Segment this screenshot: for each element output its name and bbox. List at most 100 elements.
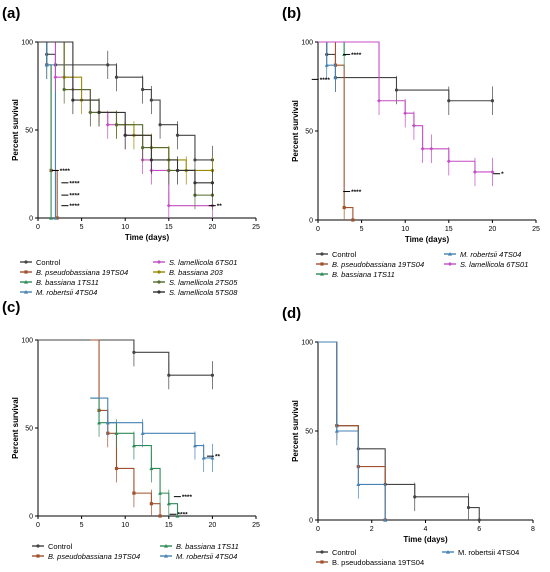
legend-marker: [164, 554, 168, 558]
panel-letter-c: (c): [2, 299, 20, 316]
significance-label: ****: [351, 52, 362, 59]
significance-label: ****: [178, 512, 189, 519]
legend-marker: [24, 270, 28, 274]
y-tick-label: 50: [305, 129, 313, 136]
x-tick-label: 15: [445, 226, 453, 233]
data-point: [411, 123, 416, 128]
legend-label: B. pseudobassiana 19TS04: [48, 552, 140, 561]
data-point: [413, 495, 417, 499]
legend-label: B. pseudobassiana 19TS04: [332, 260, 424, 269]
data-point: [105, 420, 110, 425]
data-point: [55, 216, 59, 220]
data-point: [333, 75, 338, 80]
x-tick-label: 20: [209, 224, 217, 231]
data-point: [114, 431, 119, 435]
data-point: [324, 63, 329, 67]
x-tick-label: 4: [424, 526, 428, 533]
significance-label: **: [215, 454, 221, 461]
data-point: [166, 501, 171, 506]
data-point: [71, 98, 75, 102]
significance-label: ****: [320, 77, 331, 84]
data-point: [49, 216, 54, 220]
legend-label: Control: [332, 548, 357, 557]
panel-letter-b: (b): [282, 5, 301, 22]
significance-label: ****: [182, 494, 193, 501]
x-tick-label: 5: [360, 226, 364, 233]
data-point: [53, 75, 58, 80]
y-tick-label: 0: [29, 216, 33, 223]
x-tick-label: 10: [401, 226, 409, 233]
legend-label: Control: [36, 258, 61, 267]
x-tick-label: 10: [121, 522, 129, 529]
data-point: [123, 133, 127, 137]
legend-label: Control: [332, 250, 357, 259]
data-point: [210, 373, 214, 377]
legend-marker: [157, 280, 161, 284]
significance-label: **: [217, 203, 223, 210]
chart-panel: 0 5 10 15 20 25 0 50 100 Time (days) Percent survi…: [11, 40, 260, 298]
y-tick-label: 100: [21, 40, 33, 47]
x-tick-label: 15: [165, 224, 173, 231]
x-tick-label: 6: [477, 526, 481, 533]
data-point: [490, 169, 495, 174]
y-axis-title: Percent survival: [11, 397, 20, 459]
significance-label: *: [501, 171, 504, 178]
data-point: [192, 443, 197, 448]
data-point: [149, 158, 153, 162]
x-tick-label: 8: [531, 526, 535, 533]
series-line: [38, 41, 52, 218]
legend-marker: [157, 290, 161, 294]
series-line: [318, 41, 493, 173]
legend-label: M. robertsii 4TS04: [176, 552, 237, 561]
legend-marker: [320, 272, 324, 276]
data-point: [88, 110, 92, 114]
data-point: [466, 505, 471, 510]
data-point: [403, 111, 408, 116]
data-point: [447, 99, 451, 103]
series-line: [38, 41, 58, 218]
y-tick-label: 0: [309, 218, 313, 225]
legend-marker: [448, 262, 452, 266]
data-point: [334, 429, 339, 433]
x-tick-label: 25: [252, 522, 260, 529]
legend-marker: [36, 554, 40, 558]
data-point: [132, 350, 136, 354]
x-tick-label: 20: [209, 522, 217, 529]
y-tick-label: 100: [301, 40, 313, 47]
data-point: [342, 205, 346, 210]
legend-marker: [448, 252, 452, 256]
data-point: [53, 216, 58, 220]
data-point: [149, 98, 153, 102]
x-tick-label: 25: [252, 224, 260, 231]
x-tick-label: 0: [316, 526, 320, 533]
x-tick-label: 0: [36, 224, 40, 231]
legend-label: S. lamellicola 6TS01: [169, 258, 237, 267]
legend-label: M. robertsii 4TS04: [458, 548, 519, 557]
panel-letter-a: (a): [2, 5, 20, 22]
chart-panel: 0 2 4 6 8 0 50 100 Time (days) Percent survival Co…: [291, 340, 535, 568]
significance-label: ****: [60, 168, 71, 175]
data-point: [167, 168, 171, 173]
data-point: [175, 168, 180, 173]
data-point: [149, 502, 153, 506]
data-point: [429, 146, 434, 151]
y-tick-label: 0: [29, 514, 33, 521]
data-point: [44, 62, 49, 67]
data-point: [131, 443, 136, 448]
legend-label: B. bassiana 1TS11: [36, 278, 99, 287]
data-point: [394, 88, 399, 92]
chart-panel: 0 5 10 15 20 25 0 50 100 Time (days) Percent survi…: [291, 40, 540, 280]
x-axis-title: Time (days): [405, 235, 450, 244]
data-point: [158, 491, 163, 495]
significance-label: ****: [69, 193, 80, 200]
legend-label: S. lamellicola 2TS05: [169, 278, 238, 287]
legend-label: Control: [48, 542, 73, 551]
x-tick-label: 2: [370, 526, 374, 533]
y-tick-label: 100: [21, 338, 33, 345]
y-axis-title: Percent survival: [11, 99, 20, 161]
data-point: [175, 133, 180, 137]
panel-letter-d: (d): [282, 305, 301, 322]
data-point: [420, 146, 425, 151]
data-point: [490, 99, 494, 103]
legend-marker: [24, 260, 28, 264]
